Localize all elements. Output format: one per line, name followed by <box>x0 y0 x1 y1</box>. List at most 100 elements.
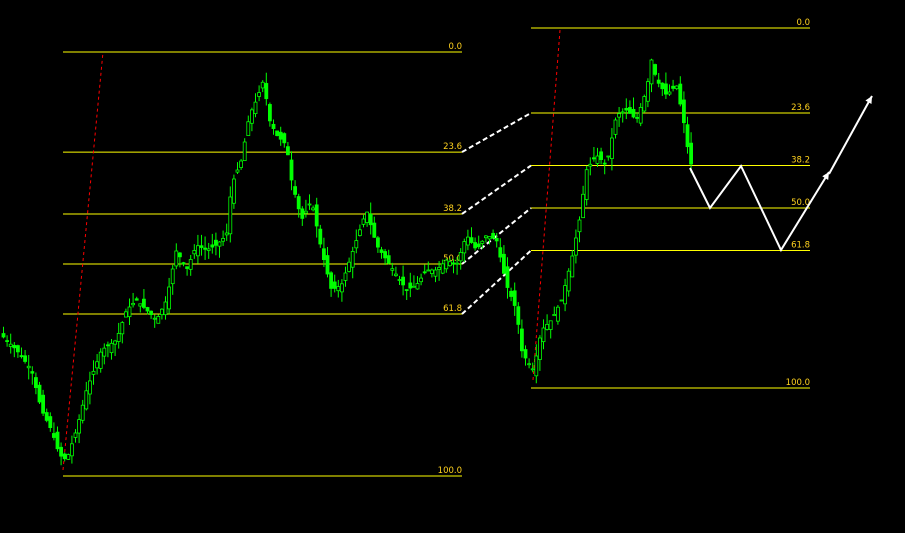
candle-body <box>30 371 35 374</box>
candle-body <box>203 247 208 250</box>
candle-body <box>192 250 197 255</box>
candle-body <box>303 210 308 214</box>
candle-body <box>77 419 81 434</box>
candle-body <box>429 269 434 274</box>
candle-body <box>516 306 521 325</box>
candle-body <box>574 237 578 256</box>
candle-body <box>440 263 445 274</box>
candle-body <box>498 247 503 258</box>
candle-body <box>127 306 132 318</box>
candle-body <box>653 64 657 75</box>
candle-body <box>307 203 312 206</box>
candle-body <box>314 204 319 227</box>
candle-body <box>213 239 218 246</box>
candle-body <box>293 186 298 195</box>
candle-body <box>426 269 431 272</box>
candle-body <box>491 232 496 239</box>
candle-body <box>638 107 643 124</box>
fib-level-label: 61.8 <box>443 304 462 314</box>
candle-body <box>37 384 42 403</box>
candle-body <box>545 323 549 330</box>
trend-line-dotted <box>532 29 561 381</box>
candle-body <box>556 306 560 322</box>
candle-body <box>541 327 546 343</box>
candle-body <box>401 276 406 286</box>
candle-body <box>66 454 71 460</box>
fib-connector-dashed <box>461 249 532 315</box>
candle-body <box>664 83 668 95</box>
candle-body <box>599 151 603 160</box>
projection-line <box>828 95 873 175</box>
candle-body <box>145 307 150 312</box>
candle-body <box>383 251 388 259</box>
candle-body <box>584 169 589 200</box>
candle-body <box>84 390 89 410</box>
candle-body <box>8 343 13 347</box>
candle-body <box>581 193 585 219</box>
candle-body <box>62 453 67 460</box>
fib-level-label: 38.2 <box>791 156 810 166</box>
candle-body <box>674 85 679 90</box>
candle-body <box>350 250 355 268</box>
candle-body <box>210 244 215 248</box>
candle-body <box>447 261 452 267</box>
candle-body <box>195 245 200 257</box>
candle-body <box>156 315 161 324</box>
candle-body <box>494 237 499 242</box>
candle-body <box>476 243 481 248</box>
candle-body <box>646 81 650 102</box>
candle-body <box>188 259 193 270</box>
candle-body <box>570 255 575 278</box>
candle-body <box>44 412 49 421</box>
candle-body <box>19 355 24 358</box>
candle-body <box>635 117 639 119</box>
candle-body <box>520 328 524 352</box>
candle-body <box>336 286 341 292</box>
fib-level-label: 100.0 <box>786 378 810 388</box>
candle-body <box>473 242 478 249</box>
fib-level-label: 38.2 <box>443 204 462 214</box>
candle-body <box>275 130 280 137</box>
candle-body <box>566 270 571 292</box>
candle-body <box>465 236 470 246</box>
candle-body <box>73 432 78 438</box>
fib-connector-dashed <box>461 112 532 153</box>
candle-body <box>246 121 251 136</box>
candle-body <box>181 262 186 265</box>
candle-body <box>321 248 326 261</box>
candle-body <box>649 59 654 85</box>
candle-body <box>682 99 686 124</box>
fib-level-label: 100.0 <box>438 466 462 476</box>
candle-body <box>656 79 661 84</box>
candle-body <box>253 101 258 114</box>
candle-body <box>689 142 693 165</box>
candle-body <box>469 237 474 243</box>
candle-body <box>444 259 449 270</box>
candle-body <box>437 266 442 270</box>
fib-connector-dashed <box>461 164 532 215</box>
candle-body <box>368 213 373 226</box>
candle-body <box>170 268 175 285</box>
candle-body <box>606 155 611 158</box>
candle-body <box>415 283 420 290</box>
candle-body <box>199 245 204 248</box>
candle-body <box>289 159 294 181</box>
candle-body <box>592 157 596 160</box>
candle-body <box>509 290 514 297</box>
candle-body <box>343 272 348 281</box>
candle-body <box>228 196 233 235</box>
candle-body <box>185 266 190 269</box>
candle-body <box>98 351 103 369</box>
candle-body <box>678 83 683 105</box>
candle-body <box>375 237 380 248</box>
candle-body <box>534 355 539 377</box>
candle-body <box>422 271 427 274</box>
candle-body <box>487 236 492 240</box>
candle-body <box>264 83 269 100</box>
candle-body <box>602 162 607 165</box>
candle-body <box>242 141 247 162</box>
candle-body <box>138 303 143 307</box>
candle-body <box>462 241 467 254</box>
candle-body <box>404 289 409 291</box>
candle-body <box>512 290 517 306</box>
